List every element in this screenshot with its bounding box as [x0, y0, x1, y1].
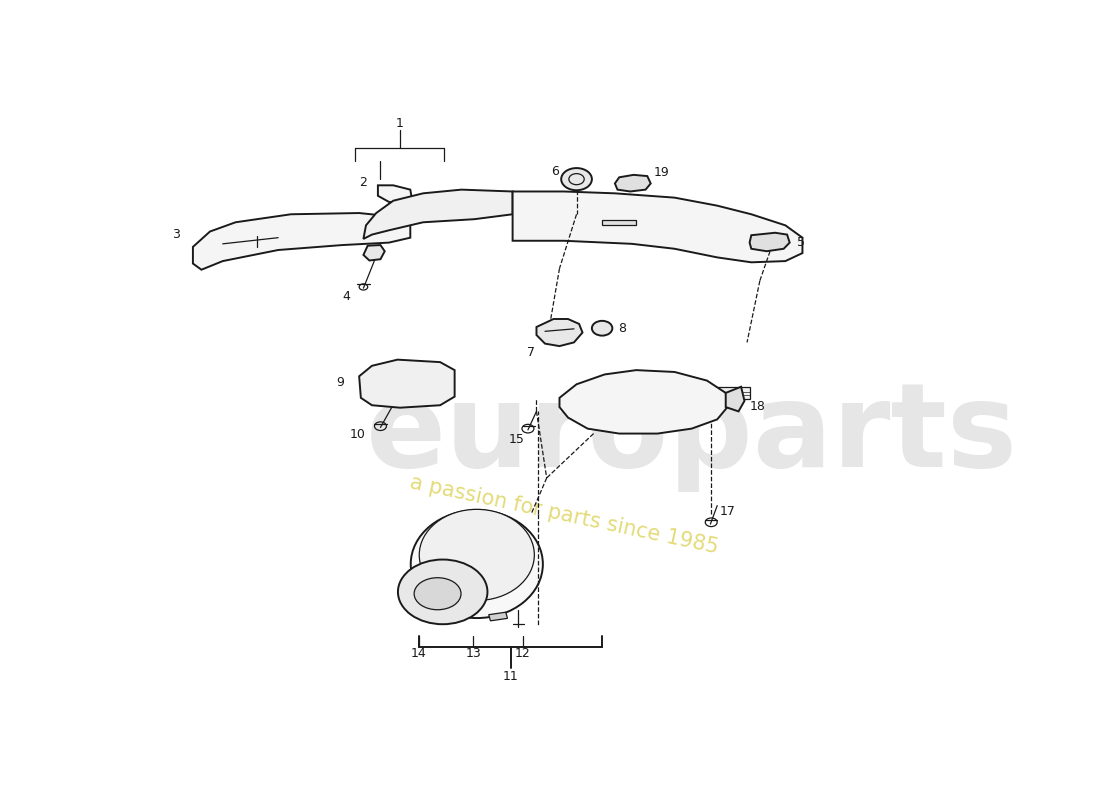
Text: 4: 4 — [342, 290, 350, 302]
Text: 18: 18 — [749, 400, 766, 414]
Polygon shape — [615, 175, 651, 191]
Polygon shape — [192, 213, 410, 270]
Polygon shape — [698, 386, 749, 399]
Ellipse shape — [414, 578, 461, 610]
Text: 3: 3 — [172, 228, 179, 241]
Text: 17: 17 — [719, 506, 736, 518]
Polygon shape — [602, 221, 636, 226]
Polygon shape — [560, 370, 727, 434]
Text: 13: 13 — [465, 647, 482, 660]
Text: 1: 1 — [396, 118, 404, 130]
Text: 10: 10 — [350, 428, 365, 442]
Ellipse shape — [419, 510, 535, 601]
Circle shape — [592, 321, 613, 336]
Text: a passion for parts since 1985: a passion for parts since 1985 — [408, 472, 719, 558]
Ellipse shape — [592, 383, 690, 425]
Text: 5: 5 — [796, 236, 805, 249]
Polygon shape — [359, 360, 454, 408]
Text: 15: 15 — [509, 434, 525, 446]
Text: europarts: europarts — [365, 378, 1018, 492]
Polygon shape — [363, 245, 385, 261]
Polygon shape — [513, 191, 803, 262]
Circle shape — [561, 168, 592, 190]
Text: 11: 11 — [503, 670, 519, 682]
Ellipse shape — [410, 510, 543, 618]
Polygon shape — [488, 612, 507, 621]
Text: 7: 7 — [527, 346, 536, 358]
Ellipse shape — [378, 368, 417, 385]
Text: 12: 12 — [515, 647, 530, 660]
Text: 2: 2 — [360, 176, 367, 189]
Text: 19: 19 — [653, 166, 670, 179]
Polygon shape — [537, 319, 583, 346]
Polygon shape — [378, 186, 412, 203]
Text: 14: 14 — [411, 647, 427, 660]
Text: 9: 9 — [337, 376, 344, 389]
Text: 6: 6 — [551, 165, 559, 178]
Polygon shape — [726, 386, 745, 411]
Text: 8: 8 — [618, 322, 626, 335]
Ellipse shape — [398, 559, 487, 624]
Polygon shape — [363, 190, 513, 239]
Ellipse shape — [415, 376, 449, 393]
Polygon shape — [749, 233, 790, 251]
